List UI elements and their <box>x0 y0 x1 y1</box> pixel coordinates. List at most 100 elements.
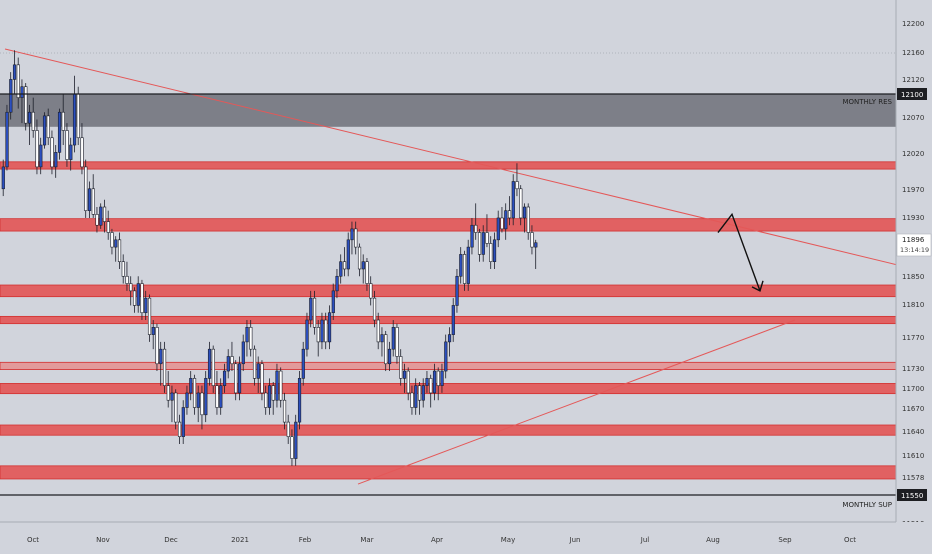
candle <box>207 348 212 379</box>
y-tick-label: 11730 <box>902 365 924 373</box>
candle <box>462 254 467 284</box>
current-price-value: 11896 <box>902 236 925 244</box>
candle <box>447 334 452 343</box>
x-tick-label: Aug <box>706 536 720 544</box>
candle <box>166 385 170 401</box>
candle <box>84 166 88 211</box>
candle <box>230 356 234 365</box>
candle <box>519 188 523 219</box>
candle <box>132 290 137 306</box>
sr-zone <box>0 161 897 170</box>
candle <box>474 224 478 233</box>
candle <box>331 290 335 314</box>
candle <box>511 181 515 219</box>
candle <box>174 392 178 423</box>
candle <box>219 385 223 408</box>
candle <box>256 363 260 379</box>
x-tick-label: Jun <box>569 536 581 544</box>
monthly-res-price: 12100 <box>901 91 923 99</box>
y-tick-label: 12020 <box>902 150 924 158</box>
y-tick-label: 11640 <box>902 428 924 436</box>
candle <box>290 436 294 459</box>
monthly-res-label: MONTHLY RES <box>842 98 892 106</box>
candle <box>110 232 114 248</box>
projection-arrow <box>717 212 761 292</box>
candle <box>95 214 99 226</box>
x-tick-label: Dec <box>164 536 178 544</box>
candle <box>222 370 227 386</box>
candle <box>320 319 324 343</box>
candle <box>24 86 28 124</box>
y-tick-label: 12200 <box>902 20 924 28</box>
sr-zone <box>0 218 897 232</box>
candle <box>309 297 313 321</box>
candle <box>384 334 388 365</box>
candle <box>451 305 455 335</box>
candle <box>305 319 309 350</box>
candle <box>504 210 508 230</box>
candle <box>391 327 395 350</box>
candle <box>252 348 257 379</box>
y-tick-label: 11700 <box>902 385 924 393</box>
candle <box>234 363 238 394</box>
x-tick-label: Apr <box>431 536 443 544</box>
current-price-countdown: 13:14:19 <box>900 246 929 254</box>
candle <box>121 261 125 277</box>
sr-zone <box>0 361 897 370</box>
y-tick-label: 11670 <box>902 405 924 413</box>
candle <box>196 392 200 408</box>
candle <box>226 356 230 372</box>
y-tick-label: 11930 <box>902 214 924 222</box>
candle <box>429 378 433 394</box>
candle <box>80 137 84 168</box>
candle <box>260 363 264 394</box>
candle <box>477 232 482 255</box>
y-tick-label: 11810 <box>902 301 924 309</box>
candle <box>117 239 122 262</box>
candle <box>170 392 174 401</box>
monthly-sup-price-box <box>897 489 927 501</box>
candle <box>481 232 485 255</box>
candle <box>20 86 24 98</box>
y-tick-label: 12120 <box>902 76 924 84</box>
candle <box>316 327 320 343</box>
current-price-box[interactable] <box>896 233 932 257</box>
candle <box>402 370 407 379</box>
candle <box>421 385 425 401</box>
candle <box>65 130 69 160</box>
candle <box>12 64 17 80</box>
candle <box>99 206 103 226</box>
candle <box>369 283 373 299</box>
candle <box>136 283 140 306</box>
y-tick-label: 11770 <box>902 334 924 342</box>
candle <box>106 221 110 233</box>
candle <box>5 111 9 168</box>
candle <box>189 378 193 394</box>
candle <box>301 348 305 379</box>
candle <box>42 115 47 146</box>
candle <box>312 297 317 328</box>
candle <box>140 283 144 314</box>
y-tick-label: 11970 <box>902 186 924 194</box>
candle <box>436 370 440 386</box>
candle <box>361 261 365 270</box>
candle <box>425 378 429 386</box>
candle <box>526 206 530 233</box>
sr-zone <box>0 383 897 395</box>
candle <box>129 283 133 292</box>
x-tick-label: Nov <box>96 536 110 544</box>
sr-zone <box>0 315 897 325</box>
sr-zone <box>0 424 897 436</box>
monthly-sup-label: MONTHLY SUP <box>842 501 892 509</box>
candle <box>399 356 403 379</box>
y-tick-label: 11850 <box>902 273 924 281</box>
candle <box>114 239 118 248</box>
candle <box>50 137 54 168</box>
candle <box>440 370 444 386</box>
candle <box>249 327 253 350</box>
candle <box>144 297 148 314</box>
arrow-head <box>751 280 764 292</box>
candle <box>181 407 185 437</box>
